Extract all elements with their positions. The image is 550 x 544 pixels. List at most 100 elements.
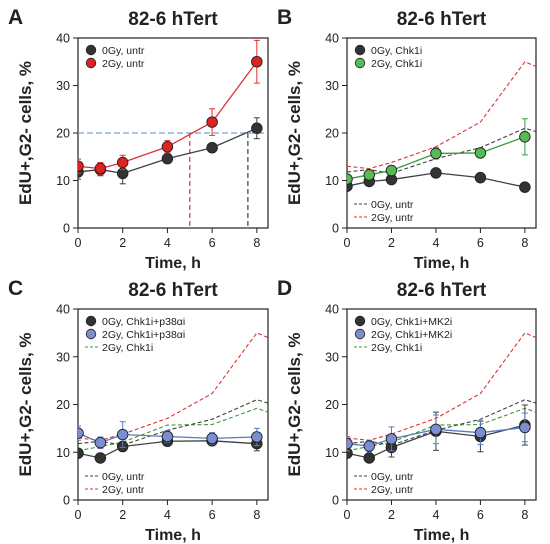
legend-label: 2Gy, untr [371,484,414,496]
data-point [430,147,442,160]
panel-letter: A [8,6,23,29]
panel-letter: B [277,6,292,29]
panel-title: 82-6 hTert [397,280,487,301]
data-point [94,452,107,464]
data-point [363,440,375,452]
y-axis-label: EdU+,G2- cells, % [16,61,35,205]
y-axis-label: EdU+,G2- cells, % [16,332,35,476]
legend-label: 0Gy, untr [102,45,145,57]
data-point [347,437,353,450]
y-tick-label: 40 [56,303,70,317]
y-axis-label: EdU+,G2- cells, % [285,332,304,476]
panel-a: A 82-6 hTert 0 10 20 30 40 0 2 4 6 8 Time, h EdU+,G2-… [8,6,269,272]
data-point [363,169,375,181]
x-tick-label: 0 [344,236,351,250]
legend-label: 2Gy, untr [371,212,414,224]
legend-marker [354,44,366,56]
legend-label: 0Gy, untr [371,471,414,483]
y-tick-label: 40 [56,32,70,46]
x-axis-label: Time, h [145,527,201,544]
panel-c: C 82-6 hTert 0 10 20 30 40 0 2 4 6 8 Time, h EdU+,G2-… [8,277,269,544]
panel-title: 82-6 hTert [128,280,218,301]
data-point [474,426,487,439]
panel-b: B 82-6 hTert 0 10 20 30 40 0 2 4 6 8 Time, h EdU+,G2-… [277,6,537,272]
data-point [251,56,263,68]
data-point [78,447,84,459]
legend-label: 0Gy, Chk1i+MK2i [371,316,452,328]
legend-label: 0Gy, untr [371,199,414,211]
legend-marker [85,315,97,327]
data-point [161,141,174,153]
data-point [430,423,442,436]
y-tick-label: 0 [63,494,70,508]
y-tick-label: 30 [325,350,339,364]
y-axis-label: EdU+,G2- cells, % [285,61,304,205]
data-point [519,421,531,434]
y-tick-label: 20 [56,127,70,141]
data-point [385,164,398,177]
y-tick-label: 30 [56,350,70,364]
data-point [206,141,218,154]
y-tick-label: 40 [325,32,339,46]
legend-marker [85,44,97,56]
plot-area [347,61,536,193]
y-tick-label: 10 [56,446,70,460]
legend-label: 2Gy, untr [102,58,145,70]
data-point [206,116,218,128]
legend-marker [85,328,97,340]
y-tick-label: 10 [56,174,70,188]
x-tick-label: 2 [388,236,395,250]
data-point [363,452,375,464]
x-tick-label: 6 [209,236,216,250]
x-tick-label: 4 [164,236,171,250]
x-tick-label: 8 [253,508,260,522]
data-point [474,147,487,159]
x-tick-label: 2 [119,236,126,250]
x-tick-label: 0 [344,508,351,522]
data-point [474,171,487,184]
y-tick-label: 10 [325,446,339,460]
y-tick-label: 20 [325,398,339,412]
data-point [116,428,129,441]
y-tick-label: 0 [332,494,339,508]
y-tick-label: 40 [325,303,339,317]
x-tick-label: 6 [209,508,216,522]
x-tick-label: 0 [75,508,82,522]
x-tick-label: 4 [164,508,171,522]
x-tick-label: 2 [119,508,126,522]
legend-label: 2Gy, untr [102,484,145,496]
y-tick-label: 10 [325,174,339,188]
x-axis-label: Time, h [414,527,470,544]
y-tick-label: 30 [325,79,339,93]
legend-marker [85,57,97,69]
y-tick-label: 20 [325,127,339,141]
data-point [161,152,174,165]
data-point [385,433,398,445]
y-tick-label: 20 [56,398,70,412]
y-tick-label: 0 [63,222,70,236]
x-tick-label: 2 [388,508,395,522]
data-point [94,436,107,449]
legend-label: 2Gy, Chk1i [371,342,422,354]
x-axis-label: Time, h [145,255,201,272]
legend-marker [354,57,366,69]
panel-letter: D [277,277,292,300]
y-tick-label: 0 [332,222,339,236]
data-point [78,160,84,172]
data-point [347,173,353,185]
legend-label: 2Gy, Chk1i+p38αi [102,329,185,341]
x-tick-label: 8 [521,236,528,250]
x-tick-label: 4 [432,508,439,522]
legend-label: 0Gy, untr [102,471,145,483]
data-point [430,167,442,179]
x-tick-label: 0 [75,236,82,250]
data-point [519,181,531,193]
x-tick-label: 8 [253,236,260,250]
panel-d: D 82-6 hTert 0 10 20 30 40 0 2 4 6 8 Time, h EdU+,G2-… [277,277,537,544]
legend-label: 2Gy, Chk1i+MK2i [371,329,452,341]
plot-area [78,332,268,464]
data-point [94,162,107,175]
legend-label: 2Gy, Chk1i [371,58,422,70]
legend-label: 0Gy, Chk1i+p38αi [102,316,185,328]
